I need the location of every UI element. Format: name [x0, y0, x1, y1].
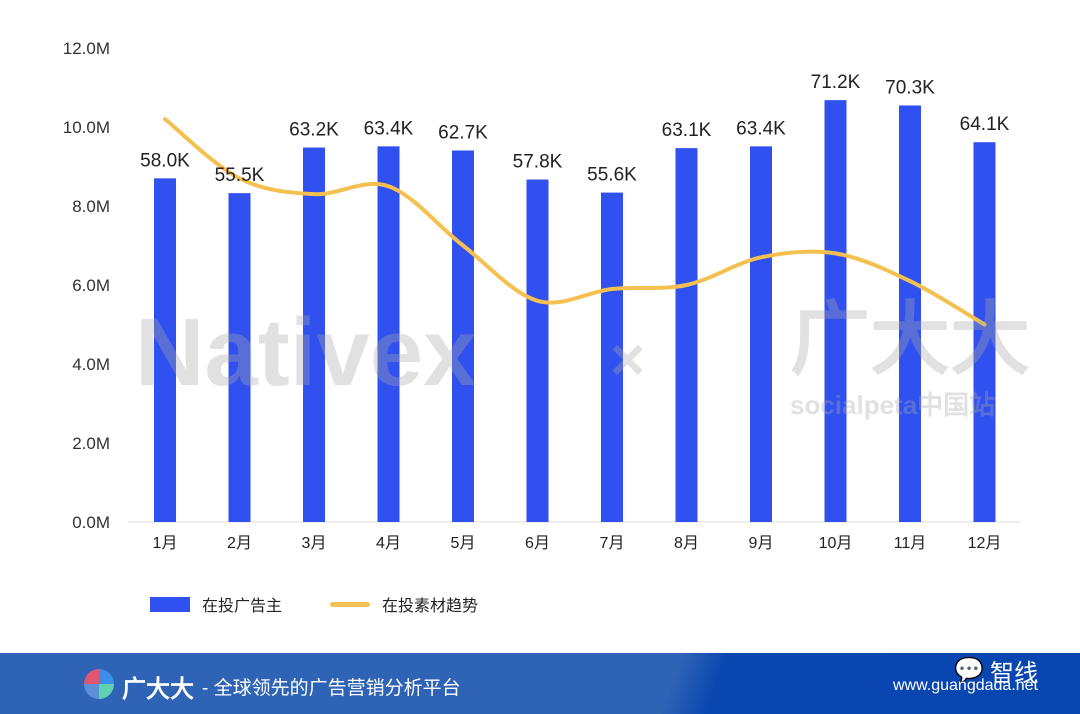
- bar: [973, 142, 996, 522]
- bar: [601, 192, 623, 522]
- x-tick-label: 9月: [749, 535, 774, 552]
- bar: [526, 179, 549, 522]
- bar-data-label: 57.8K: [513, 152, 563, 173]
- wechat-name: 智线: [990, 660, 1038, 687]
- site-url: www.guangdada.net: [893, 677, 1038, 694]
- watermark-sub: socialpeta中国站: [790, 390, 996, 420]
- x-tick-label: 6月: [525, 535, 550, 552]
- bar-data-label: 55.6K: [587, 165, 637, 186]
- guangdada-logo-icon: [84, 669, 114, 699]
- bar-data-label: 71.2K: [811, 72, 861, 93]
- y-tick-label: 2.0M: [72, 434, 110, 453]
- bar: [675, 148, 698, 522]
- legend: 在投广告主 在投素材趋势: [150, 592, 478, 616]
- bar-data-label: 63.1K: [662, 120, 712, 141]
- y-tick-label: 8.0M: [72, 197, 110, 216]
- bar: [228, 193, 251, 522]
- brand-tagline: - 全球领先的广告营销分析平台: [202, 678, 461, 699]
- bar-data-label: 58.0K: [140, 150, 190, 171]
- legend-line-label: 在投素材趋势: [382, 598, 479, 615]
- x-tick-label: 11月: [894, 535, 927, 552]
- bar: [377, 146, 400, 523]
- legend-item-bar[interactable]: 在投广告主: [150, 592, 282, 616]
- x-tick-label: 8月: [674, 535, 699, 552]
- watermark-sep: ×: [610, 326, 646, 393]
- wechat-icon: 💬: [954, 657, 984, 684]
- bar: [899, 105, 921, 522]
- footer-banner: 广大大 - 全球领先的广告营销分析平台 💬 智线 www.guangdada.ne…: [0, 653, 1080, 714]
- y-tick-label: 10.0M: [63, 118, 110, 137]
- x-tick-label: 10月: [819, 535, 853, 552]
- y-tick-label: 12.0M: [63, 39, 110, 58]
- wechat-account: 💬 智线: [954, 653, 1038, 688]
- bar-data-label: 55.5K: [215, 165, 265, 186]
- trend-line: [163, 117, 987, 327]
- chart: 0.0M 2.0M 4.0M 6.0M 8.0M 10.0M 12.0M 1月 2月 3月 4月 5月…: [63, 39, 1020, 552]
- y-tick-label: 0.0M: [72, 513, 110, 532]
- watermark-nativex: Nativex: [135, 299, 477, 406]
- bar-data-label: 62.7K: [438, 123, 488, 144]
- x-tick-label: 12月: [968, 535, 1002, 552]
- bar-data-label: 70.3K: [885, 77, 935, 98]
- bar: [303, 147, 325, 523]
- bar-data-label: 64.1K: [960, 114, 1010, 135]
- bar-data-label: 63.4K: [364, 118, 414, 139]
- legend-bar-label: 在投广告主: [202, 598, 283, 615]
- watermark-guangdada: 广大大: [790, 295, 1030, 384]
- legend-item-line[interactable]: 在投素材趋势: [330, 592, 478, 616]
- bar: [154, 178, 176, 522]
- y-tick-label: 6.0M: [72, 276, 110, 295]
- bar-data-label: 63.4K: [736, 118, 786, 139]
- bar: [750, 146, 772, 523]
- x-tick-label: 7月: [600, 535, 625, 552]
- x-tick-label: 3月: [302, 535, 327, 552]
- x-tick-label: 1月: [153, 535, 178, 552]
- legend-bar-swatch: [150, 596, 190, 612]
- bar: [824, 100, 847, 522]
- brand-name: 广大大: [122, 676, 194, 703]
- legend-line-swatch: [330, 601, 371, 607]
- x-tick-label: 2月: [227, 535, 252, 552]
- bar-data-label: 63.2K: [289, 120, 339, 141]
- x-tick-label: 4月: [376, 535, 401, 552]
- x-tick-label: 5月: [451, 535, 476, 552]
- y-tick-label: 4.0M: [72, 355, 110, 374]
